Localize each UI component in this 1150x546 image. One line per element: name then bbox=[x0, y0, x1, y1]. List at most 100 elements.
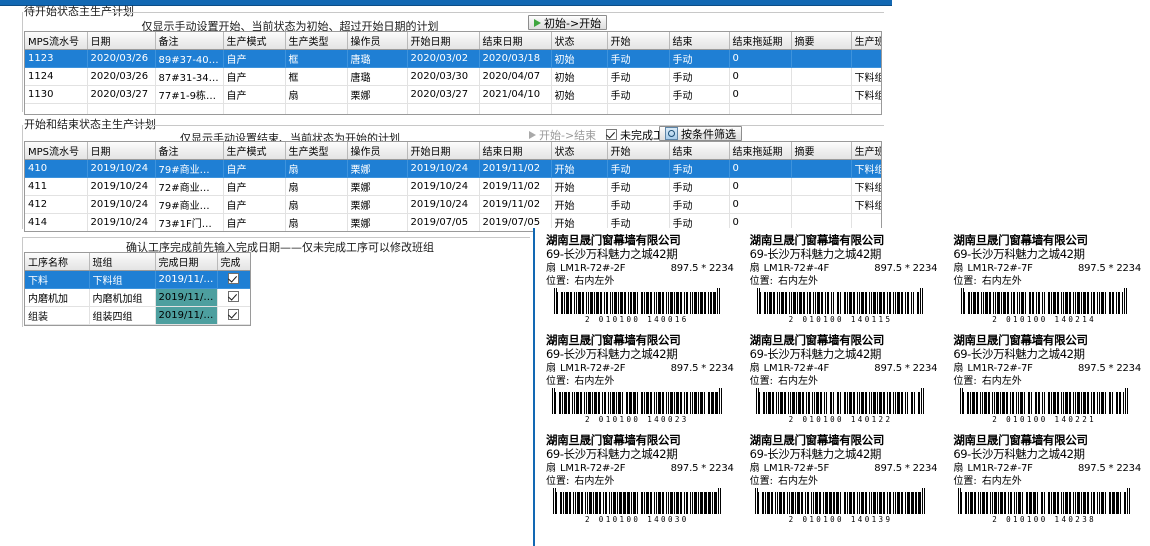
column-header-2[interactable]: 完成日期 bbox=[155, 253, 218, 271]
column-header-12[interactable]: 摘要 bbox=[791, 142, 852, 160]
completion-checkbox-cell[interactable] bbox=[217, 306, 250, 325]
table-row[interactable]: 11232020/03/2689#37-40栋门框自产框唐璐2020/03/02… bbox=[25, 49, 881, 68]
column-header-6[interactable]: 开始日期 bbox=[407, 142, 480, 160]
table-cell[interactable]: 2020/03/26 bbox=[87, 67, 156, 86]
team-cell[interactable]: 打胶组 bbox=[89, 324, 156, 325]
table-cell[interactable]: 扇 bbox=[285, 85, 348, 104]
table-row[interactable]: 411 2019/10/24 72#商业窗扇 自产扇栗娜 2019/10/24 2019/… bbox=[25, 177, 881, 196]
table-cell[interactable]: 初始 bbox=[551, 67, 608, 86]
table-cell[interactable]: 2019/10/24 bbox=[87, 213, 156, 231]
table-cell[interactable] bbox=[791, 177, 852, 196]
team-cell[interactable]: 下料组 bbox=[89, 270, 156, 289]
table-cell[interactable]: 栗娜 bbox=[347, 213, 408, 231]
completion-date-cell[interactable]: 2019/11/30 bbox=[155, 306, 218, 325]
table-cell[interactable]: 栗娜 bbox=[347, 232, 407, 233]
table-row[interactable]: 内磨机加 内磨机加组 2019/11/29 bbox=[25, 288, 250, 307]
table-cell[interactable]: 411 bbox=[25, 177, 88, 196]
table-row[interactable]: 412 2019/10/24 79#商业窗扇 自产扇栗娜 2019/10/24 2019/… bbox=[25, 195, 881, 214]
product-label[interactable]: 湖南旦晟门窗幕墙有限公司 69-长沙万科魅力之城42期扇 LM1R-72#-5F 89… bbox=[742, 428, 946, 528]
column-header-12[interactable]: 摘要 bbox=[791, 32, 852, 50]
table-cell[interactable]: 2021/04/10 bbox=[479, 85, 552, 104]
column-header-2[interactable]: 备注 bbox=[155, 142, 224, 160]
column-header-5[interactable]: 操作员 bbox=[347, 32, 408, 50]
table-cell[interactable]: 2019/10/24 bbox=[407, 177, 480, 196]
column-header-0[interactable]: MPS流水号 bbox=[25, 32, 88, 50]
table-cell[interactable]: 412 bbox=[25, 195, 88, 214]
column-header-1[interactable]: 日期 bbox=[87, 142, 156, 160]
table-cell[interactable]: 1124 bbox=[25, 67, 88, 86]
start-to-end-button[interactable]: 开始->结束 bbox=[524, 127, 601, 142]
column-header-10[interactable]: 结束 bbox=[669, 142, 730, 160]
column-header-7[interactable]: 结束日期 bbox=[479, 32, 552, 50]
product-label[interactable]: 湖南旦晟门窗幕墙有限公司 69-长沙万科魅力之城42期扇 LM1R-72#-7F 89… bbox=[945, 428, 1149, 528]
table-cell[interactable]: 手动 bbox=[669, 49, 730, 68]
table-cell[interactable] bbox=[791, 67, 852, 86]
table-cell[interactable]: 手动 bbox=[669, 67, 730, 86]
column-header-3[interactable]: 生产模式 bbox=[223, 142, 286, 160]
checkbox-checked-icon[interactable] bbox=[228, 272, 239, 284]
table-cell[interactable]: 初始 bbox=[551, 49, 608, 68]
completion-checkbox-cell[interactable] bbox=[217, 270, 250, 289]
product-label[interactable]: 湖南旦晟门窗幕墙有限公司 69-长沙万科魅力之城42期扇 LM1R-72#-4F 89… bbox=[742, 228, 946, 328]
completion-checkbox-cell[interactable] bbox=[217, 288, 250, 307]
column-header-1[interactable]: 日期 bbox=[87, 32, 156, 50]
table-row[interactable]: 下料 下料组 2019/11/28 bbox=[25, 270, 250, 289]
table-row[interactable]: 410 2019/10/24 79#商业地坪... 自产扇栗娜 2019/10/24 20… bbox=[25, 159, 881, 178]
table-row[interactable]: 打胶打胶组2020/03/31 bbox=[25, 324, 250, 325]
table-cell[interactable]: 下料组 bbox=[851, 159, 881, 178]
column-header-0[interactable]: 工序名称 bbox=[25, 253, 90, 271]
table-cell[interactable]: 1123 bbox=[25, 49, 88, 68]
column-header-11[interactable]: 结束拖延期 bbox=[729, 32, 792, 50]
completion-date-cell[interactable]: 2019/11/29 bbox=[155, 288, 218, 307]
table-cell[interactable]: 2020/03/30 bbox=[407, 67, 480, 86]
table-cell[interactable]: 463 bbox=[25, 232, 87, 233]
table-cell[interactable]: 手动 bbox=[669, 177, 730, 196]
table-cell[interactable]: 自产 bbox=[223, 177, 286, 196]
table-cell[interactable]: 扇 bbox=[285, 195, 348, 214]
column-header-4[interactable]: 生产类型 bbox=[285, 142, 348, 160]
table-cell[interactable] bbox=[791, 159, 852, 178]
table-cell[interactable]: 手动 bbox=[607, 177, 670, 196]
table-cell[interactable]: 2019/10/24 bbox=[407, 195, 480, 214]
table-cell[interactable]: 0 bbox=[729, 159, 792, 178]
product-label[interactable]: 湖南旦晟门窗幕墙有限公司 69-长沙万科魅力之城42期扇 LM1R-72#-2F 89… bbox=[538, 228, 742, 328]
table-cell[interactable]: 2019/11/02 bbox=[479, 177, 552, 196]
table-cell[interactable]: 2019/10/24 bbox=[87, 159, 156, 178]
checkbox-checked-icon[interactable] bbox=[228, 308, 239, 320]
table-cell[interactable]: 栗娜 bbox=[347, 159, 408, 178]
table-cell[interactable]: 2020/03/27 bbox=[87, 85, 156, 104]
checkbox-checked-icon[interactable] bbox=[228, 290, 239, 302]
column-header-9[interactable]: 开始 bbox=[607, 142, 670, 160]
table-cell[interactable]: 自产 bbox=[223, 159, 286, 178]
product-label[interactable]: 湖南旦晟门窗幕墙有限公司 69-长沙万科魅力之城42期扇 LM1R-72#-2F 89… bbox=[538, 328, 742, 428]
table-cell[interactable]: 2020/03/26 bbox=[87, 49, 156, 68]
column-header-13[interactable]: 生产班组 bbox=[851, 142, 881, 160]
process-completion-grid[interactable]: 工序名称 班组 完成日期 完成 下料 下料组 2019/11/28 内磨机加 内磨机加组 201… bbox=[24, 252, 251, 326]
column-header-1[interactable]: 班组 bbox=[89, 253, 156, 271]
table-cell[interactable]: 手动 bbox=[607, 195, 670, 214]
table-cell[interactable]: 手动 bbox=[607, 49, 670, 68]
product-label[interactable]: 湖南旦晟门窗幕墙有限公司 69-长沙万科魅力之城42期扇 LM1R-72#-2F 89… bbox=[538, 428, 742, 528]
table-cell[interactable]: 唐璐 bbox=[347, 49, 408, 68]
table-cell[interactable]: 87#31-34栋门框 bbox=[155, 67, 224, 86]
column-header-7[interactable]: 结束日期 bbox=[479, 142, 552, 160]
table-cell[interactable]: 2019/10/24 bbox=[87, 177, 156, 196]
product-label[interactable]: 湖南旦晟门窗幕墙有限公司 69-长沙万科魅力之城42期扇 LM1R-72#-4F 89… bbox=[742, 328, 946, 428]
table-cell[interactable]: 手动 bbox=[607, 159, 670, 178]
column-header-2[interactable]: 备注 bbox=[155, 32, 224, 50]
table-cell[interactable]: 0 bbox=[729, 195, 792, 214]
table-cell[interactable]: 框 bbox=[285, 49, 348, 68]
column-header-11[interactable]: 结束拖延期 bbox=[729, 142, 792, 160]
table-cell[interactable]: 自产 bbox=[223, 49, 286, 68]
table-cell[interactable]: 扇 bbox=[285, 213, 348, 231]
column-header-5[interactable]: 操作员 bbox=[347, 142, 408, 160]
table-cell[interactable] bbox=[791, 85, 852, 104]
product-label[interactable]: 湖南旦晟门窗幕墙有限公司 69-长沙万科魅力之城42期扇 LM1R-72#-7F 89… bbox=[945, 228, 1149, 328]
table-cell[interactable]: 唐璐 bbox=[347, 67, 408, 86]
label-preview-window[interactable]: 湖南旦晟门窗幕墙有限公司 69-长沙万科魅力之城42期扇 LM1R-72#-2F 89… bbox=[533, 228, 1150, 546]
table-cell[interactable]: 栗娜 bbox=[347, 177, 408, 196]
team-cell[interactable]: 组装四组 bbox=[89, 306, 156, 325]
table-cell[interactable]: 自产 bbox=[223, 195, 286, 214]
grid-body[interactable]: 410 2019/10/24 79#商业地坪... 自产扇栗娜 2019/10/24 20… bbox=[25, 159, 881, 233]
table-cell[interactable]: 扇 bbox=[285, 232, 347, 233]
